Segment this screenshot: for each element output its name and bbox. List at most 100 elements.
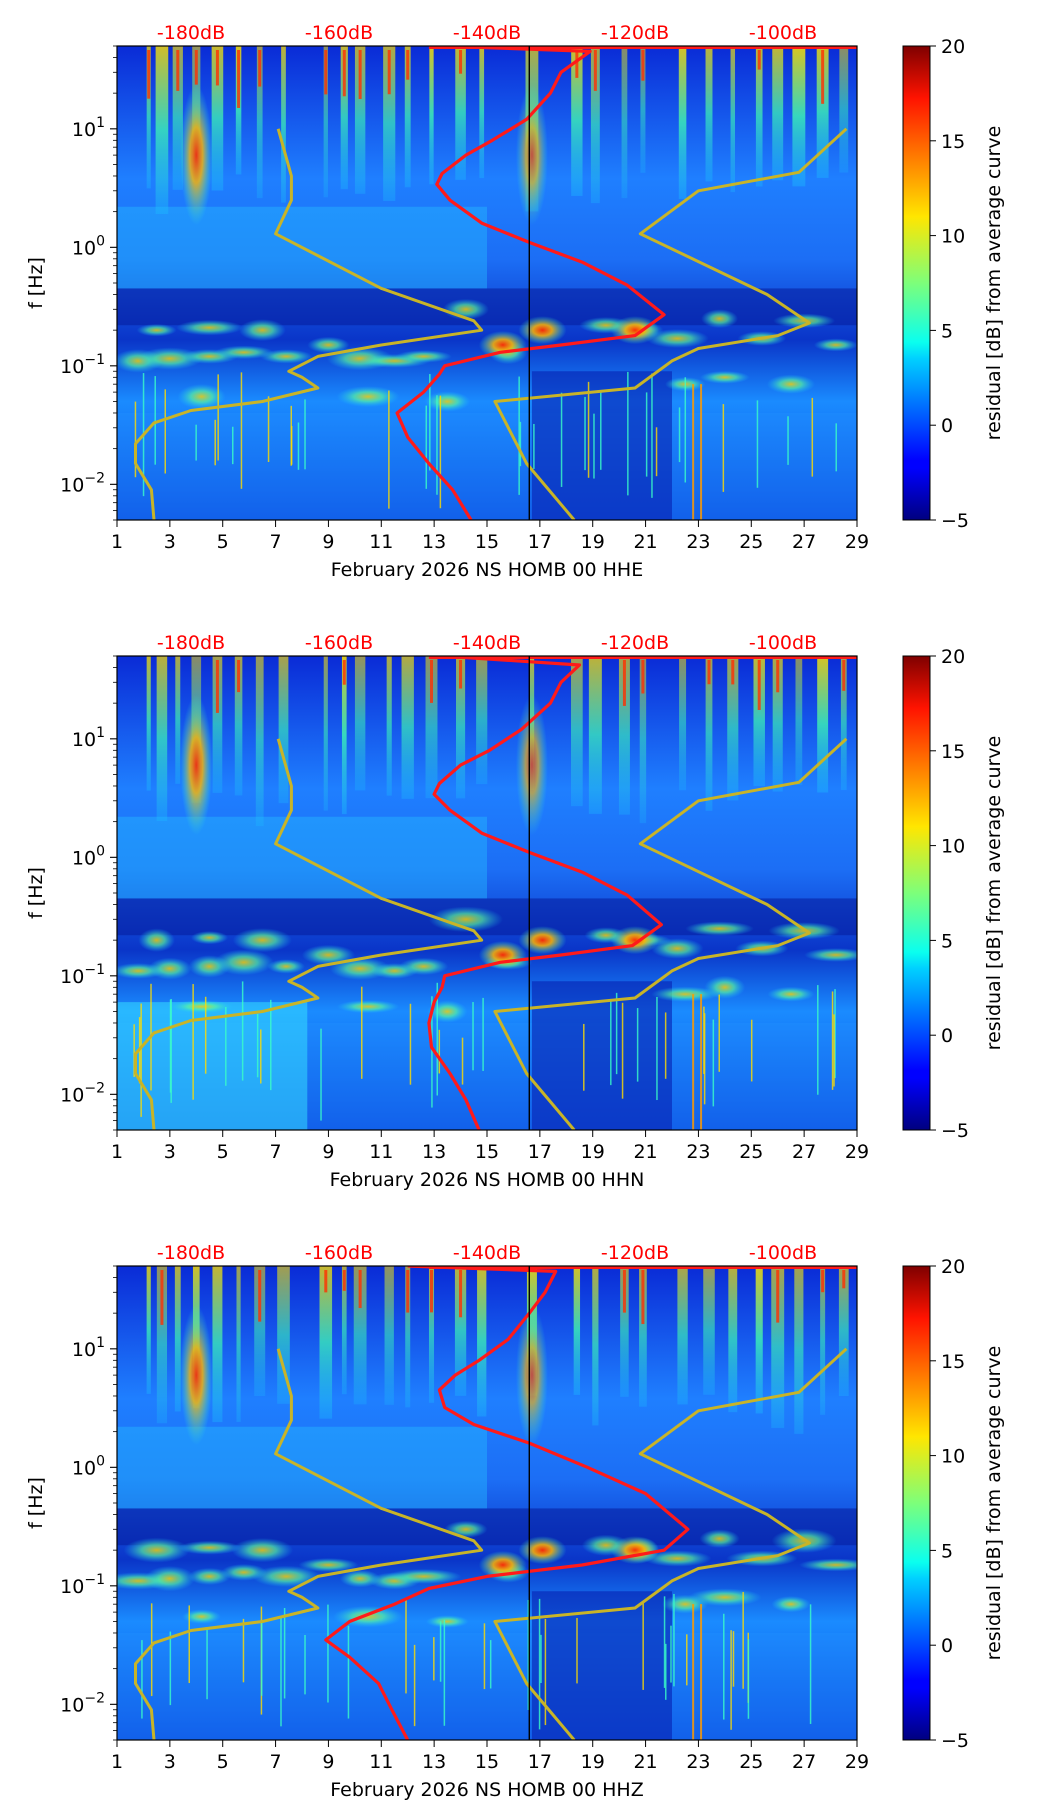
db-scale-label: -160dB (305, 22, 373, 44)
heatmap-band (117, 1002, 308, 1130)
heatmap-streak (278, 656, 289, 804)
y-tick-label: 101 (72, 115, 105, 141)
heatmap-streak (387, 50, 391, 95)
heatmap-blob (699, 1529, 740, 1548)
colorbar-label: residual [dB] from average curve (983, 736, 1005, 1051)
y-axis-label: f [Hz] (25, 867, 47, 919)
heatmap-streak (727, 656, 739, 801)
heatmap-streak (621, 46, 628, 199)
heatmap-streak (703, 1266, 715, 1395)
colorbar-tick-label: −5 (941, 1120, 969, 1142)
x-tick-label: 21 (633, 531, 657, 553)
heatmap-blob (428, 906, 503, 933)
heatmap-blob (651, 986, 720, 1002)
heatmap-blob (332, 1605, 404, 1628)
x-tick-label: 9 (322, 1141, 334, 1163)
heatmap-streak (281, 46, 286, 203)
x-tick-label: 15 (475, 531, 499, 553)
spectrogram-heatmap (117, 656, 857, 1130)
x-tick-label: 25 (739, 1751, 763, 1773)
heatmap-streak (705, 46, 713, 182)
heatmap-streak (256, 46, 263, 199)
heatmap-streak (620, 1266, 629, 1397)
heatmap-blob (298, 1557, 359, 1572)
x-tick-label: 5 (217, 1751, 229, 1773)
x-tick-label: 29 (845, 1751, 869, 1773)
x-tick-label: 11 (369, 531, 393, 553)
x-axis-label: February 2026 NS HOMB 00 HHE (331, 559, 643, 581)
y-axis-label: f [Hz] (25, 1477, 47, 1529)
heatmap-blob (180, 85, 213, 226)
spectrogram-heatmap (117, 46, 857, 520)
y-axis-label: f [Hz] (25, 257, 47, 309)
heatmap-streak (147, 50, 151, 99)
heatmap-streak (401, 656, 414, 799)
x-tick-label: 17 (528, 1751, 552, 1773)
heatmap-streak (406, 50, 410, 80)
colorbar-tick-label: 0 (941, 415, 953, 437)
heatmap-streak (753, 656, 765, 787)
heatmap-streak (573, 1266, 581, 1395)
y-tick-label: 10−2 (60, 1080, 105, 1106)
heatmap-blob (650, 938, 704, 959)
heatmap-streak (160, 1270, 164, 1325)
heatmap-blob (515, 85, 548, 226)
heatmap-blob (148, 957, 192, 980)
db-scale-label: -180dB (157, 632, 225, 654)
x-tick-label: 1 (111, 531, 123, 553)
heatmap-streak (175, 656, 181, 784)
heatmap-streak (172, 46, 183, 190)
db-scale-label: -140dB (453, 632, 521, 654)
heatmap-streak (821, 1270, 825, 1293)
x-tick-label: 15 (475, 1751, 499, 1773)
colorbar-label: residual [dB] from average curve (983, 126, 1005, 441)
heatmap-streak (454, 1266, 467, 1396)
heatmap-streak (618, 656, 630, 815)
heatmap-streak (146, 656, 151, 791)
heatmap-streak (571, 46, 583, 196)
heatmap-streak (771, 1266, 785, 1428)
heatmap-blob (611, 316, 659, 345)
heatmap-blob (518, 926, 567, 955)
x-tick-label: 3 (164, 1141, 176, 1163)
heatmap-band (117, 1508, 857, 1546)
heatmap-streak (383, 46, 396, 201)
heatmap-streak (640, 46, 646, 173)
heatmap-streak (406, 1270, 410, 1313)
heatmap-streak (639, 1266, 647, 1407)
y-tick-label: 10−1 (60, 352, 105, 378)
colorbar-tick-label: 0 (941, 1635, 953, 1657)
heatmap-blob (804, 948, 857, 962)
heatmap-blob (190, 931, 229, 945)
heatmap-streak (212, 1266, 223, 1423)
colorbar-label: residual [dB] from average curve (983, 1346, 1005, 1661)
noise-model-curve (493, 1347, 848, 1740)
heatmap-streak (639, 656, 647, 824)
heatmap-streak (757, 660, 761, 710)
x-tick-label: 3 (164, 1751, 176, 1773)
colorbar-tick-label: −5 (941, 1730, 969, 1752)
heatmap-streak (324, 50, 328, 95)
heatmap-streak (174, 1266, 181, 1412)
colorbar-tick-label: 15 (941, 131, 965, 153)
spectrogram-heatmap (117, 1266, 857, 1740)
heatmap-streak (425, 656, 438, 799)
heatmap-streak (340, 46, 348, 190)
colorbar-tick-label: 0 (941, 1025, 953, 1047)
heatmap-streak (430, 660, 433, 703)
heatmap-blob (336, 386, 400, 408)
x-tick-label: 23 (686, 1751, 710, 1773)
heatmap-streak (842, 660, 846, 691)
y-tick-label: 10−2 (60, 1690, 105, 1716)
heatmap-streak (237, 50, 241, 108)
x-tick-label: 21 (633, 1751, 657, 1773)
heatmap-streak (319, 1266, 333, 1419)
heatmap-blob (515, 1305, 548, 1446)
heatmap-streak (386, 656, 392, 796)
colorbar-gradient (902, 1265, 931, 1741)
heatmap-blob (177, 383, 226, 410)
heatmap-streak (258, 50, 262, 87)
heatmap-streak (816, 46, 829, 178)
